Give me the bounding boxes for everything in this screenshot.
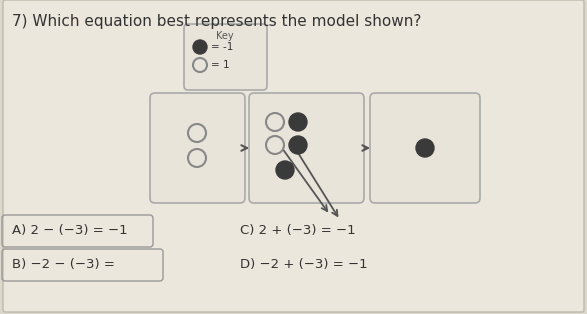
Circle shape [289, 136, 307, 154]
Text: = -1: = -1 [211, 42, 234, 52]
Circle shape [289, 113, 307, 131]
FancyBboxPatch shape [184, 24, 267, 90]
FancyBboxPatch shape [150, 93, 245, 203]
Text: = 1: = 1 [211, 60, 230, 70]
FancyBboxPatch shape [370, 93, 480, 203]
Text: B) −2 − (−3) =: B) −2 − (−3) = [12, 258, 115, 271]
Text: 7) Which equation best represents the model shown?: 7) Which equation best represents the mo… [12, 14, 421, 29]
Text: A) 2 − (−3) = −1: A) 2 − (−3) = −1 [12, 224, 127, 237]
Circle shape [193, 40, 207, 54]
Text: D) −2 + (−3) = −1: D) −2 + (−3) = −1 [240, 258, 367, 271]
Circle shape [416, 139, 434, 157]
FancyBboxPatch shape [3, 0, 584, 312]
Text: Key: Key [216, 31, 234, 41]
Circle shape [276, 161, 294, 179]
FancyBboxPatch shape [249, 93, 364, 203]
Text: C) 2 + (−3) = −1: C) 2 + (−3) = −1 [240, 224, 356, 237]
